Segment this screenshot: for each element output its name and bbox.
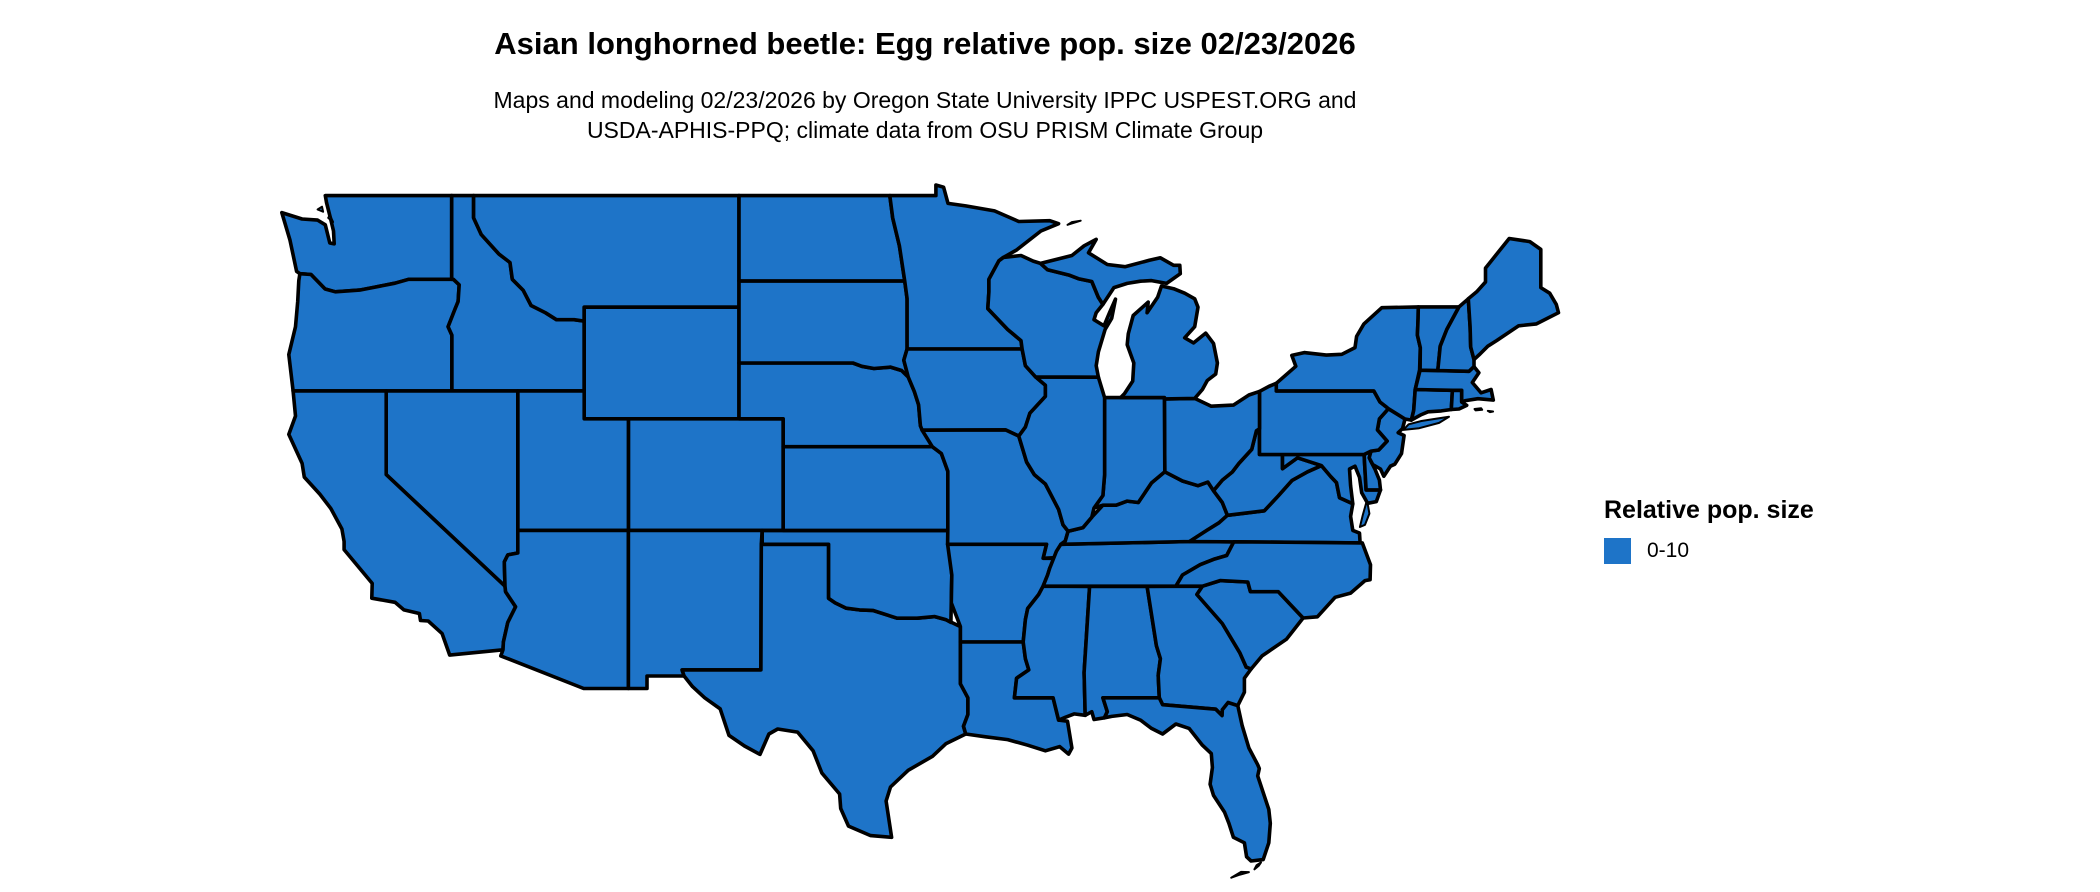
island-8 <box>1066 219 1082 226</box>
state-oh <box>1162 389 1262 493</box>
map-subtitle-line1: Maps and modeling 02/23/2026 by Oregon S… <box>493 87 1357 113</box>
state-il <box>1016 375 1107 534</box>
island-4 <box>1253 861 1262 871</box>
state-miu <box>1038 237 1183 307</box>
island-7 <box>327 214 335 224</box>
island-1 <box>1473 407 1484 412</box>
state-wy <box>582 305 741 421</box>
legend-title: Relative pop. size <box>1604 496 1814 524</box>
island-3 <box>1358 502 1371 528</box>
legend: Relative pop. size 0-10 <box>1604 496 1814 564</box>
map-subtitle-line2: USDA-APHIS-PPQ; climate data from OSU PR… <box>586 117 1264 143</box>
state-ct <box>1409 387 1455 422</box>
legend-items: 0-10 <box>1604 538 1814 564</box>
island-0 <box>1402 415 1450 431</box>
state-nd <box>737 193 907 283</box>
state-me <box>1466 236 1561 362</box>
state-az <box>498 528 631 691</box>
state-nm <box>626 528 765 691</box>
island-2 <box>1486 409 1495 414</box>
map-title: Asian longhorned beetle: Egg relative po… <box>494 26 1356 61</box>
state-fl <box>1101 695 1273 863</box>
legend-item: 0-10 <box>1604 538 1814 564</box>
map-subtitle: Maps and modeling 02/23/2026 by Oregon S… <box>280 85 1570 145</box>
state-ks <box>781 444 950 533</box>
legend-item-label: 0-10 <box>1647 539 1690 562</box>
island-5 <box>1230 870 1250 879</box>
state-mil <box>1118 284 1220 401</box>
island-6 <box>316 205 325 213</box>
state-ma <box>1413 364 1496 404</box>
state-or <box>286 271 462 393</box>
state-pa <box>1257 381 1391 457</box>
legend-swatch <box>1604 538 1631 564</box>
state-co <box>626 416 786 533</box>
state-nc <box>1174 539 1373 620</box>
state-sd <box>737 279 911 379</box>
